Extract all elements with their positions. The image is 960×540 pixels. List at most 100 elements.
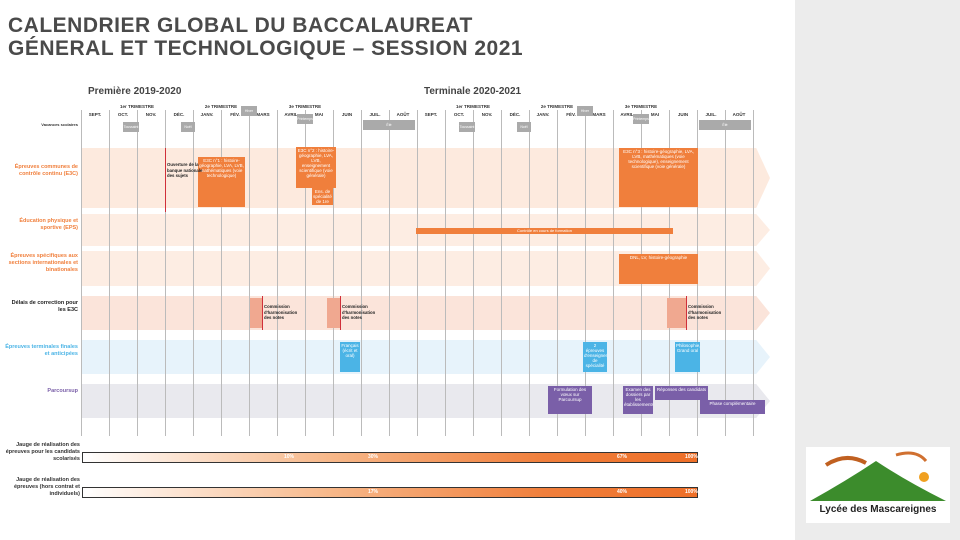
month-label: MARS	[256, 112, 270, 117]
title: CALENDRIER GLOBAL DU BACCALAUREAT GÉNERAL…	[8, 14, 523, 60]
red-line	[165, 148, 166, 212]
row-band	[82, 340, 770, 374]
month-label: AVRIL	[620, 112, 634, 117]
logo-art	[810, 451, 946, 501]
vacation-box: Été	[363, 120, 415, 130]
term-label: 1er TRIMESTRE	[119, 104, 154, 109]
month-line	[305, 110, 306, 436]
month-line	[529, 110, 530, 436]
vacation-box: Printemps	[297, 114, 313, 124]
event-box: E3C n°2 : histoire-géographie, LVA, LVB,…	[296, 147, 336, 188]
month-line	[109, 110, 110, 436]
month-label: OCT.	[453, 112, 465, 117]
month-line	[613, 110, 614, 436]
gauge-mark: 30%	[368, 454, 379, 460]
month-line	[81, 110, 82, 436]
month-label: SEPT.	[424, 112, 438, 117]
row-label: Parcoursup	[47, 388, 78, 394]
note: Commission d'harmonisation des notes	[342, 304, 376, 320]
logo-text: Lycée des Mascareignes	[819, 504, 937, 515]
term-label: 3e TRIMESTRE	[624, 104, 658, 109]
correction-box	[250, 298, 263, 328]
logo: Lycée des Mascareignes	[806, 447, 950, 523]
red-line	[340, 296, 341, 330]
vacation-box: Hiver	[577, 106, 593, 116]
title-line: GÉNERAL ET TECHNOLOGIQUE – SESSION 2021	[8, 37, 524, 60]
year-label: Terminale 2020-2021	[424, 86, 522, 97]
month-label: AOÛT	[396, 112, 410, 117]
gauge-mark: 0%	[86, 489, 94, 495]
month-line	[277, 110, 278, 436]
event-box: Phase complémentaire	[700, 400, 765, 414]
term-label: 2e TRIMESTRE	[540, 104, 574, 109]
vacation-box: Toussaint	[459, 122, 475, 132]
note: Commission d'harmonisation des notes	[688, 304, 722, 320]
gauge-mark: 0%	[86, 454, 94, 460]
vacation-box: Toussaint	[123, 122, 139, 132]
vacation-label: Vacances scolaires	[41, 122, 78, 127]
month-label: JANV.	[200, 112, 214, 117]
event-box: E3C n°3 : histoire-géographie, LVA, LVB,…	[619, 148, 698, 207]
event-box: Ens. de spécialité de 1re	[312, 188, 333, 205]
row-label: Épreuves terminales finales et anticipée…	[5, 344, 78, 357]
month-label: JUIL.	[369, 112, 381, 117]
red-line	[686, 296, 687, 330]
note: Ouverture de la banque nationale des suj…	[167, 162, 203, 178]
month-label: DÉC.	[173, 112, 185, 117]
gauge-mark: 100%	[685, 454, 698, 460]
row-label: Délais de correction pour les E3C	[11, 300, 78, 313]
month-line	[193, 110, 194, 436]
month-label: AVRIL	[284, 112, 298, 117]
vacation-box: Hiver	[241, 106, 257, 116]
month-line	[137, 110, 138, 436]
gauge-mark: 17%	[368, 489, 379, 495]
term-label: 1er TRIMESTRE	[455, 104, 490, 109]
year-label: Première 2019-2020	[88, 86, 182, 97]
event-box: DNL, LV, histoire-géographie	[619, 254, 698, 284]
red-line	[262, 296, 263, 330]
month-line	[221, 110, 222, 436]
event-box: E3C n°1 : histoire-géographie, LVA, LVB,…	[198, 157, 245, 207]
month-line	[249, 110, 250, 436]
month-label: NOV.	[145, 112, 157, 117]
month-line	[333, 110, 334, 436]
vacation-box: Printemps	[633, 114, 649, 124]
month-label: FÉV.	[230, 112, 240, 117]
month-line	[753, 110, 754, 436]
gauge-label: Jauge de réalisation des épreuves (hors …	[13, 477, 80, 497]
month-label: AOÛT	[732, 112, 746, 117]
correction-box	[667, 298, 686, 328]
event-box: Examen des dossiers par les établissemen…	[623, 386, 653, 414]
gauge-mark: 10%	[284, 454, 295, 460]
event-box: Réponses des candidats	[655, 386, 708, 400]
month-line	[417, 110, 418, 436]
event-box: Formulation des vœux sur Parcoursup	[548, 386, 592, 414]
event-box: 2 épreuves d'enseignement de spécialité	[583, 342, 607, 372]
month-label: JANV.	[536, 112, 550, 117]
correction-box	[327, 298, 340, 328]
vacation-box: Noël	[181, 122, 195, 132]
gauge-bar	[82, 452, 698, 463]
month-label: DÉC.	[509, 112, 521, 117]
term-label: 2e TRIMESTRE	[204, 104, 238, 109]
month-line	[501, 110, 502, 436]
month-label: SEPT.	[88, 112, 102, 117]
vacation-box: Été	[699, 120, 751, 130]
month-line	[361, 110, 362, 436]
event-box: Français (écrit et oral)	[340, 342, 360, 372]
month-label: JUIL.	[705, 112, 717, 117]
row-band	[82, 296, 770, 330]
month-line	[389, 110, 390, 436]
month-line	[725, 110, 726, 436]
row-label: Éducation physique et sportive (EPS)	[19, 218, 78, 231]
note: Commission d'harmonisation des notes	[264, 304, 298, 320]
month-label: MARS	[592, 112, 606, 117]
gauge-label: Jauge de réalisation des épreuves pour l…	[5, 442, 80, 462]
month-line	[585, 110, 586, 436]
month-label: JUIN	[677, 112, 689, 117]
gauge-mark: 40%	[617, 489, 628, 495]
event-box: Contrôle en cours de formation	[416, 228, 673, 234]
gauge-mark: 67%	[617, 454, 628, 460]
month-label: NOV.	[481, 112, 493, 117]
gauge-bar	[82, 487, 698, 498]
